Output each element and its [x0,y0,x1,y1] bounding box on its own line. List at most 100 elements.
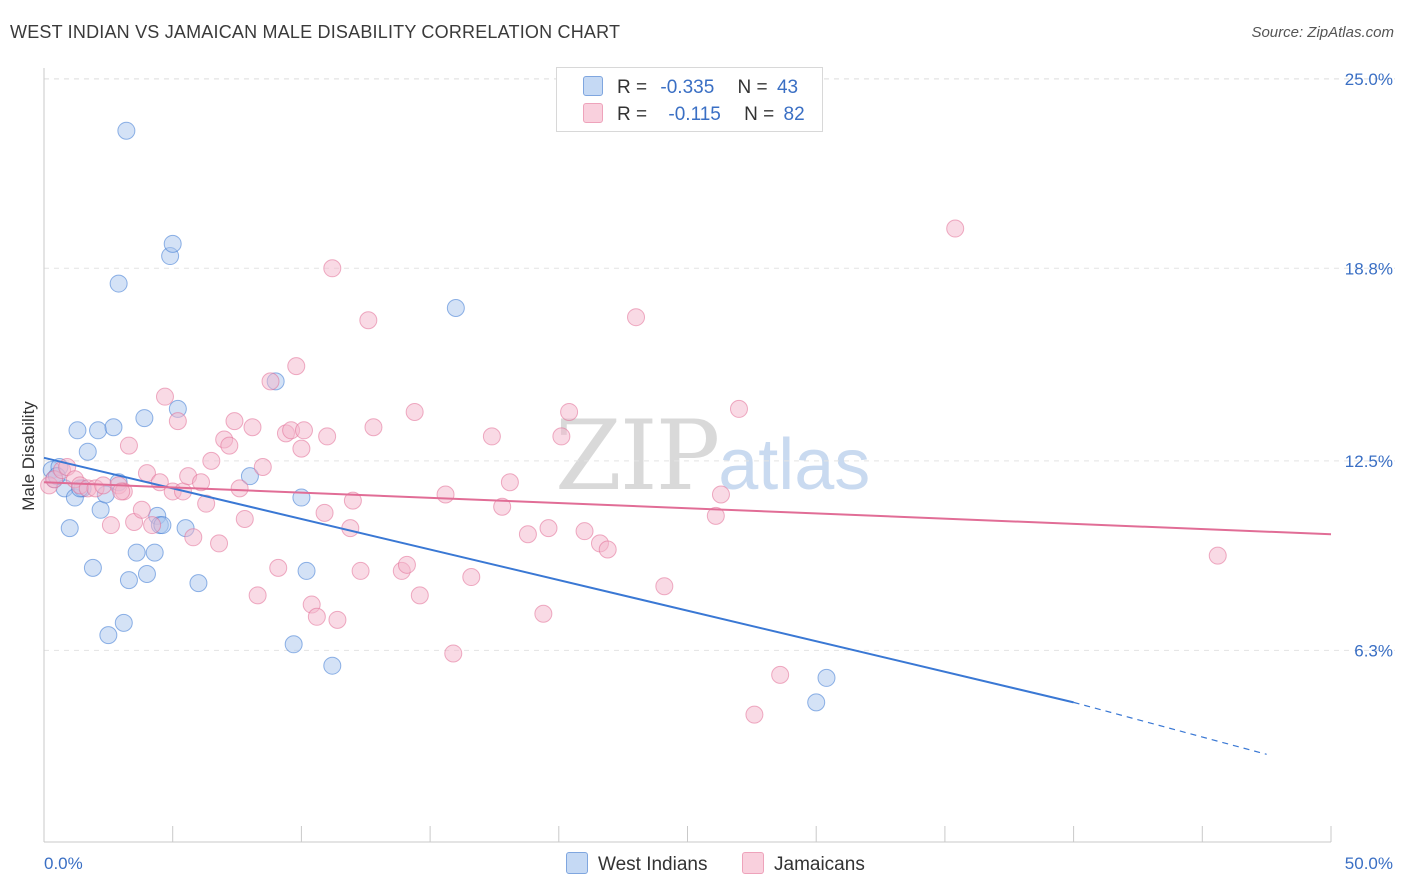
watermark-zip: ZIP [555,400,720,512]
jamaicans-point [328,610,347,629]
jamaicans-point [184,528,203,547]
legend-n-label: N = [744,104,775,125]
jamaicans-label: Jamaicans [774,854,865,875]
jamaicans-point [771,665,790,684]
west-indians-point [60,519,79,538]
jamaicans-point [294,421,313,440]
jamaicans-point [225,412,244,431]
west-indians-point [89,421,108,440]
axis-labels: 6.3% 12.5% 18.8% 25.0% 0.0% 50.0% Male Disabil… [19,70,1393,873]
west-indians-point [119,571,138,590]
west-indians-point [99,626,118,645]
jamaicans-point [534,604,553,623]
jamaicans-trend-line [43,481,1332,536]
x-tick-label: 50.0% [1345,854,1393,873]
jamaicans-point [261,372,280,391]
jamaicans-point [248,586,267,605]
y-tick-label: 18.8% [1345,259,1393,278]
watermark: ZIPatlas [555,400,870,512]
jamaicans-point [235,509,254,528]
y-tick-label: 25.0% [1345,70,1393,89]
jamaicans-point [560,402,579,421]
legend-row-jamaicans: R = -0.115 N = 82 [583,103,805,126]
jamaicans-point [493,497,512,516]
legend-n-value: 82 [783,104,805,125]
legend-r-value: -0.115 [668,104,721,125]
bottom-legend-jamaicans: Jamaicans [742,852,865,876]
west-indians-point [127,543,146,562]
west-indians-trend-extension [1073,701,1267,755]
jamaicans-point [101,516,120,535]
x-tick-label: 0.0% [44,854,83,873]
jamaicans-point [518,525,537,544]
chart-source: Source: ZipAtlas.com [1251,24,1394,41]
west-indians-point [189,574,208,593]
west-indians-point [817,668,836,687]
west-indians-point [446,299,465,318]
jamaicans-point [444,644,463,663]
west-indians-point [104,418,123,437]
jamaicans-point [307,607,326,626]
west-indians-swatch [566,852,588,874]
jamaicans-point [192,473,211,492]
jamaicans-point [292,439,311,458]
jamaicans-point [351,561,370,580]
jamaicans-points [40,219,1227,724]
jamaicans-point [711,485,730,504]
legend-r-label: R = [617,77,648,98]
jamaicans-point [655,577,674,596]
axes [43,68,1332,843]
y-tick-label: 12.5% [1345,452,1393,471]
west-indians-point [240,467,259,486]
west-indians-point [145,543,164,562]
legend-swatch-west-indians [583,76,603,96]
jamaicans-point [598,540,617,559]
jamaicans-point [343,491,362,510]
legend-n-value: 43 [776,77,799,98]
legend-n-label: N = [737,77,768,98]
bottom-legend-west-indians: West Indians [566,852,707,876]
legend-r-value: -0.335 [660,77,715,98]
jamaicans-point [462,568,481,587]
jamaicans-point [202,451,221,470]
jamaicans-point [119,436,138,455]
trend-lines [43,456,1332,755]
jamaicans-point [405,402,424,421]
jamaicans-point [112,482,131,501]
jamaicans-point [1208,546,1227,565]
west-indians-point [117,121,136,140]
jamaicans-point [315,503,334,522]
jamaicans-point [323,259,342,278]
jamaicans-point [729,399,748,418]
west-indians-point [284,635,303,654]
west-indians-point [137,564,156,583]
jamaicans-point [397,555,416,574]
jamaicans-point [155,387,174,406]
jamaicans-point [220,436,239,455]
jamaicans-point [269,558,288,577]
legend-swatch-jamaicans [583,103,603,123]
jamaicans-point [482,427,501,446]
jamaicans-point [364,418,383,437]
jamaicans-point [143,516,162,535]
west-indians-point [163,234,182,253]
jamaicans-point [253,457,272,476]
jamaicans-point [575,522,594,541]
west-indians-point [83,558,102,577]
west-indians-point [114,613,133,632]
west-indians-point [68,421,87,440]
west-indians-trend-line [43,456,1074,704]
chart-title: WEST INDIAN VS JAMAICAN MALE DISABILITY … [10,22,621,42]
jamaicans-point [745,705,764,724]
west-indians-point [323,656,342,675]
west-indians-points [42,121,836,712]
west-indians-point [135,409,154,428]
jamaicans-point [436,485,455,504]
west-indians-point [78,442,97,461]
jamaicans-point [243,418,262,437]
jamaicans-point [500,473,519,492]
west-indians-point [807,693,826,712]
grid-lines [44,78,1395,651]
jamaicans-point [552,427,571,446]
west-indians-point [109,274,128,293]
